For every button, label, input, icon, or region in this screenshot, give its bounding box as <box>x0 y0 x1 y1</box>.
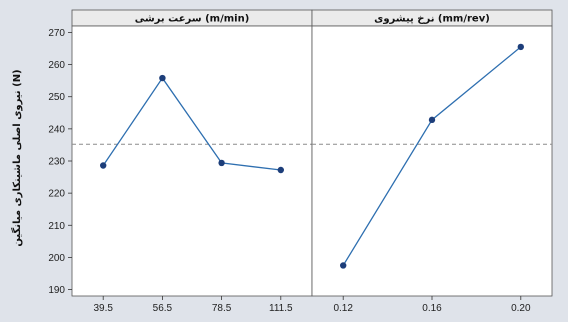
x-tick-label: 0.16 <box>422 303 442 314</box>
panel-2: نرخ پیشروی (mm/rev) 0.12 0.16 0.20 <box>311 9 553 314</box>
y-tick-label: 240 <box>48 124 65 135</box>
axis-layer: 190 200 210 220 230 240 250 260 270 <box>48 28 72 296</box>
x-tick-label: 111.5 <box>269 303 293 314</box>
x-tick-label: 56.5 <box>153 303 173 314</box>
panels-layer: سرعت برشی (m/min) 39.5 56.5 78.5 111.5 نرخ پی… <box>71 9 553 314</box>
panel-title: نرخ پیشروی (mm/rev) <box>374 14 490 25</box>
plot-area <box>311 25 553 297</box>
y-tick-label: 190 <box>48 285 65 296</box>
series-line <box>102 76 281 171</box>
x-tick-label: 39.5 <box>93 303 113 314</box>
data-point <box>517 43 524 51</box>
data-point <box>159 74 166 82</box>
panel-1: سرعت برشی (m/min) 39.5 56.5 78.5 111.5 <box>71 9 313 314</box>
y-tick-label: 220 <box>48 189 65 200</box>
x-tick-label: 0.12 <box>333 303 353 314</box>
data-point <box>100 162 107 169</box>
y-tick-label: 250 <box>48 92 65 103</box>
data-point <box>277 166 284 174</box>
y-tick-label: 230 <box>48 157 65 168</box>
y-tick-label: 210 <box>48 221 65 232</box>
y-axis-label: نیروی اصلی ماشینکاری میانگین (N) <box>10 69 23 246</box>
y-tick-label: 200 <box>48 253 65 264</box>
data-point <box>340 262 347 269</box>
y-tick-label: 260 <box>48 60 65 71</box>
plot-area <box>71 25 313 297</box>
x-tick-label: 78.5 <box>212 303 232 314</box>
panel-title: سرعت برشی (m/min) <box>135 14 250 25</box>
data-point <box>218 159 225 167</box>
x-tick-label: 0.20 <box>511 303 531 314</box>
y-tick-label: 270 <box>48 28 65 39</box>
data-point <box>428 116 436 124</box>
